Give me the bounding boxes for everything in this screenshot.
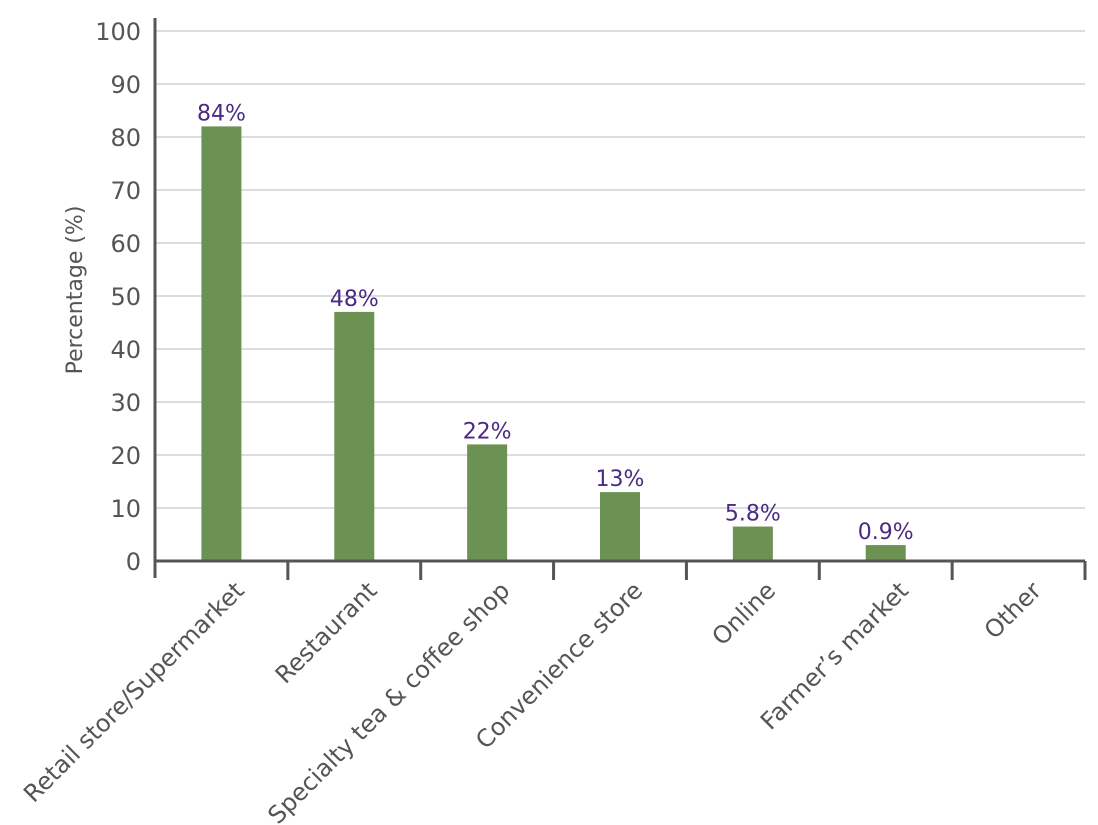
data-label: 22%	[463, 419, 512, 444]
y-tick-label: 50	[110, 283, 141, 311]
gridlines	[155, 30, 1085, 509]
x-category-label: Other	[979, 576, 1047, 644]
y-tick-label: 10	[110, 495, 141, 523]
data-label: 5.8%	[725, 502, 781, 527]
y-tick-label: 40	[110, 336, 141, 364]
y-axis-title: Percentage (%)	[63, 206, 88, 375]
y-tick-label: 70	[110, 177, 141, 205]
axes	[153, 18, 1087, 580]
y-tick-label: 90	[110, 71, 141, 99]
data-label: 13%	[596, 467, 645, 492]
bar	[600, 492, 640, 561]
data-label: 84%	[197, 101, 246, 126]
y-tick-label: 0	[126, 548, 141, 576]
data-label: 48%	[330, 287, 379, 312]
y-axis-ticks: 0 10 20 30 40 50 60 70 80 90 100	[95, 18, 141, 576]
data-labels: 84% 48% 22% 13% 5.8% 0.9%	[197, 101, 914, 545]
x-category-label: Restaurant	[270, 576, 383, 689]
x-category-label: Online	[707, 576, 782, 651]
y-tick-label: 20	[110, 442, 141, 470]
bar	[467, 444, 508, 561]
bar	[865, 545, 906, 561]
y-tick-label: 80	[110, 124, 141, 152]
bar	[732, 526, 773, 561]
x-category-label: Specialty tea & coffee shop	[262, 576, 515, 825]
y-tick-label: 100	[95, 18, 141, 46]
bars	[201, 126, 906, 562]
y-tick-label: 30	[110, 389, 141, 417]
data-label: 0.9%	[858, 520, 914, 545]
y-tick-label: 60	[110, 230, 141, 258]
x-category-label: Retail store/Supermarket	[18, 576, 249, 807]
bar	[201, 126, 242, 562]
x-category-label: Farmer’s market	[755, 576, 914, 735]
bar	[334, 311, 375, 561]
x-axis-labels: Retail store/Supermarket RestaurantSpecia…	[18, 576, 1047, 825]
